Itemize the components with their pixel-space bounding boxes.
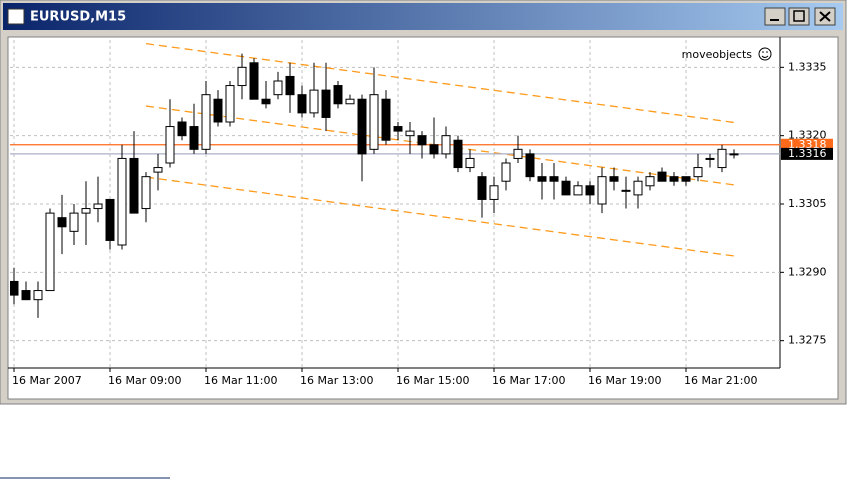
candle-body: [453, 139, 463, 169]
candle-body: [153, 167, 163, 173]
channel-line: [145, 176, 735, 257]
candle-body: [393, 126, 403, 132]
candle-body: [501, 162, 511, 182]
candle-body: [321, 89, 331, 118]
candle-body: [537, 176, 547, 182]
candle-body: [549, 176, 559, 182]
candle-body: [489, 185, 499, 200]
candle-body: [573, 185, 583, 196]
candle-body: [669, 176, 679, 182]
candle-body: [261, 98, 271, 105]
candle-body: [681, 176, 691, 182]
price-label-box: [781, 147, 833, 160]
candle-body: [57, 217, 67, 228]
candle-body: [33, 290, 43, 301]
y-tick-label: 1.3320: [788, 129, 827, 142]
window-controls[interactable]: [764, 7, 836, 26]
x-tick-label: 16 Mar 19:00: [588, 374, 661, 387]
y-tick-label: 1.3290: [788, 265, 827, 278]
minimize-button[interactable]: [764, 7, 786, 26]
candle-body: [201, 94, 211, 150]
candle-body: [177, 121, 187, 137]
candle-body: [561, 180, 571, 196]
window-title: EURUSD,M15: [30, 10, 126, 25]
price-label: 1.3318: [788, 138, 827, 151]
candle-body: [525, 153, 535, 178]
plot: [10, 43, 780, 318]
candle-body: [633, 180, 643, 196]
candle-body: [273, 80, 283, 96]
candle-body: [441, 135, 451, 155]
candle-body: [117, 157, 127, 246]
candle-body: [69, 212, 79, 232]
candle-body: [381, 98, 391, 141]
channel-line: [145, 105, 735, 186]
candle-body: [333, 85, 343, 105]
x-tick-label: 16 Mar 17:00: [492, 374, 565, 387]
candle-body: [417, 135, 427, 146]
candle-body: [345, 98, 355, 105]
app-icon: [7, 8, 25, 25]
candle-body: [165, 126, 175, 164]
candle-body: [213, 98, 223, 123]
x-tick-label: 16 Mar 13:00: [300, 374, 373, 387]
candle-body: [225, 85, 235, 123]
candle-body: [693, 167, 703, 178]
candle-body: [237, 66, 247, 87]
candle-body: [705, 157, 715, 160]
x-tick-label: 16 Mar 21:00: [684, 374, 757, 387]
candle-body: [81, 208, 91, 214]
channel-line: [145, 43, 735, 124]
candle-body: [597, 176, 607, 205]
candle-body: [105, 198, 115, 241]
candle-body: [249, 62, 259, 100]
x-tick-label: 16 Mar 15:00: [396, 374, 469, 387]
candle-body: [10, 280, 19, 296]
y-tick-label: 1.3275: [788, 334, 827, 347]
chart-area: [7, 36, 839, 400]
candle-body: [369, 94, 379, 150]
candle-body: [513, 148, 523, 159]
candle-body: [45, 212, 55, 292]
candle-body: [141, 176, 151, 210]
candle-body: [465, 157, 475, 169]
candle-body: [309, 89, 319, 114]
axes: 1.3275 1.3290 1.3305 1.3320 1.3335 16 Mar 200…: [12, 60, 833, 387]
candle-body: [297, 94, 307, 114]
y-tick-label: 1.3305: [788, 197, 827, 210]
smiley: [758, 47, 772, 61]
x-tick-label: 16 Mar 09:00: [108, 374, 181, 387]
candle-body: [657, 171, 667, 182]
candle-body: [93, 203, 103, 210]
candle-body: [285, 75, 295, 96]
candle-body: [429, 144, 439, 155]
candle-body: [477, 176, 487, 200]
candle-body: [189, 126, 199, 150]
candle-body: [717, 148, 727, 169]
candle-body: [621, 189, 631, 192]
candle-body: [609, 176, 619, 182]
maximize-icon: [793, 10, 805, 22]
close-icon: [819, 11, 831, 22]
annotation: moveobjects: [682, 48, 753, 61]
y-tick-label: 1.3335: [788, 60, 827, 73]
candle-body: [129, 157, 139, 214]
candle-body: [645, 176, 655, 187]
x-tick-label: 16 Mar 11:00: [204, 374, 277, 387]
candle-body: [405, 130, 415, 137]
price-label: 1.3316: [788, 147, 827, 160]
price-label-box: [781, 138, 833, 151]
candle-body: [21, 290, 31, 301]
candle-body: [729, 153, 739, 156]
x-tick-label: 16 Mar 2007: [12, 374, 82, 387]
candle-body: [585, 185, 595, 196]
candle-body: [357, 98, 367, 155]
title-bar: [3, 3, 843, 30]
